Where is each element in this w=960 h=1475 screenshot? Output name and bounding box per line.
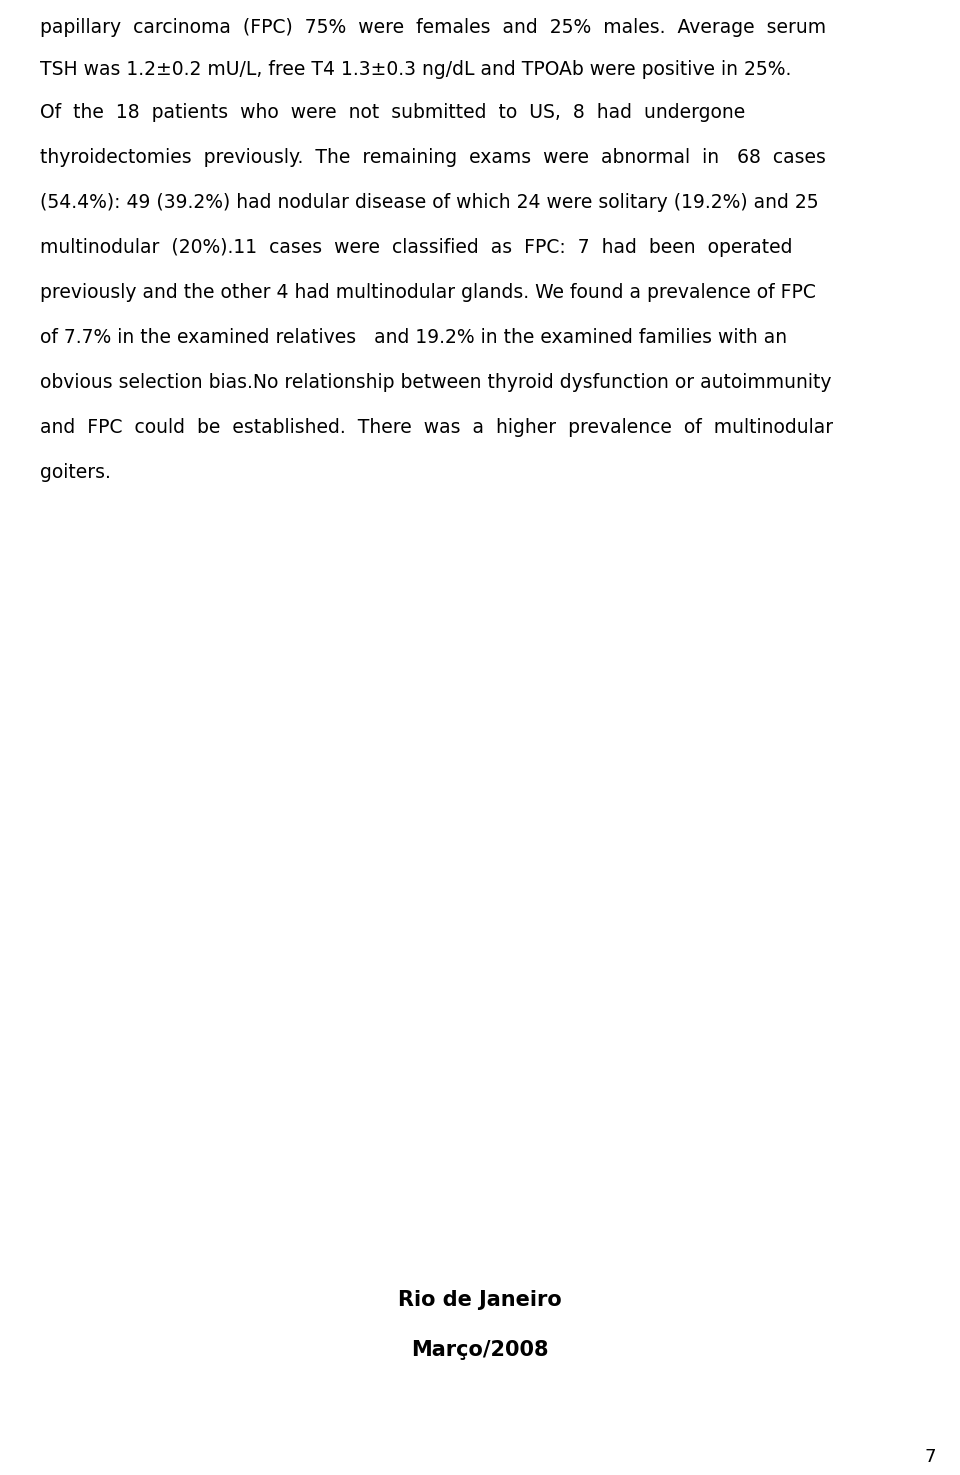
Text: (54.4%): 49 (39.2%) had nodular disease of which 24 were solitary (19.2%) and 25: (54.4%): 49 (39.2%) had nodular disease … — [40, 193, 819, 212]
Text: obvious selection bias.No relationship between thyroid dysfunction or autoimmuni: obvious selection bias.No relationship b… — [40, 373, 831, 392]
Text: 7: 7 — [924, 1448, 936, 1466]
Text: Of  the  18  patients  who  were  not  submitted  to  US,  8  had  undergone: Of the 18 patients who were not submitte… — [40, 103, 745, 122]
Text: thyroidectomies  previously.  The  remaining  exams  were  abnormal  in   68  ca: thyroidectomies previously. The remainin… — [40, 148, 826, 167]
Text: Março/2008: Março/2008 — [411, 1339, 549, 1360]
Text: multinodular  (20%).11  cases  were  classified  as  FPC:  7  had  been  operate: multinodular (20%).11 cases were classif… — [40, 237, 793, 257]
Text: goiters.: goiters. — [40, 463, 110, 482]
Text: and  FPC  could  be  established.  There  was  a  higher  prevalence  of  multin: and FPC could be established. There was … — [40, 417, 833, 437]
Text: Rio de Janeiro: Rio de Janeiro — [398, 1291, 562, 1310]
Text: TSH was 1.2±0.2 mU/L, free T4 1.3±0.3 ng/dL and TPOAb were positive in 25%.: TSH was 1.2±0.2 mU/L, free T4 1.3±0.3 ng… — [40, 60, 791, 80]
Text: of 7.7% in the examined relatives   and 19.2% in the examined families with an: of 7.7% in the examined relatives and 19… — [40, 327, 787, 347]
Text: previously and the other 4 had multinodular glands. We found a prevalence of FPC: previously and the other 4 had multinodu… — [40, 283, 816, 302]
Text: papillary  carcinoma  (FPC)  75%  were  females  and  25%  males.  Average  seru: papillary carcinoma (FPC) 75% were femal… — [40, 18, 827, 37]
